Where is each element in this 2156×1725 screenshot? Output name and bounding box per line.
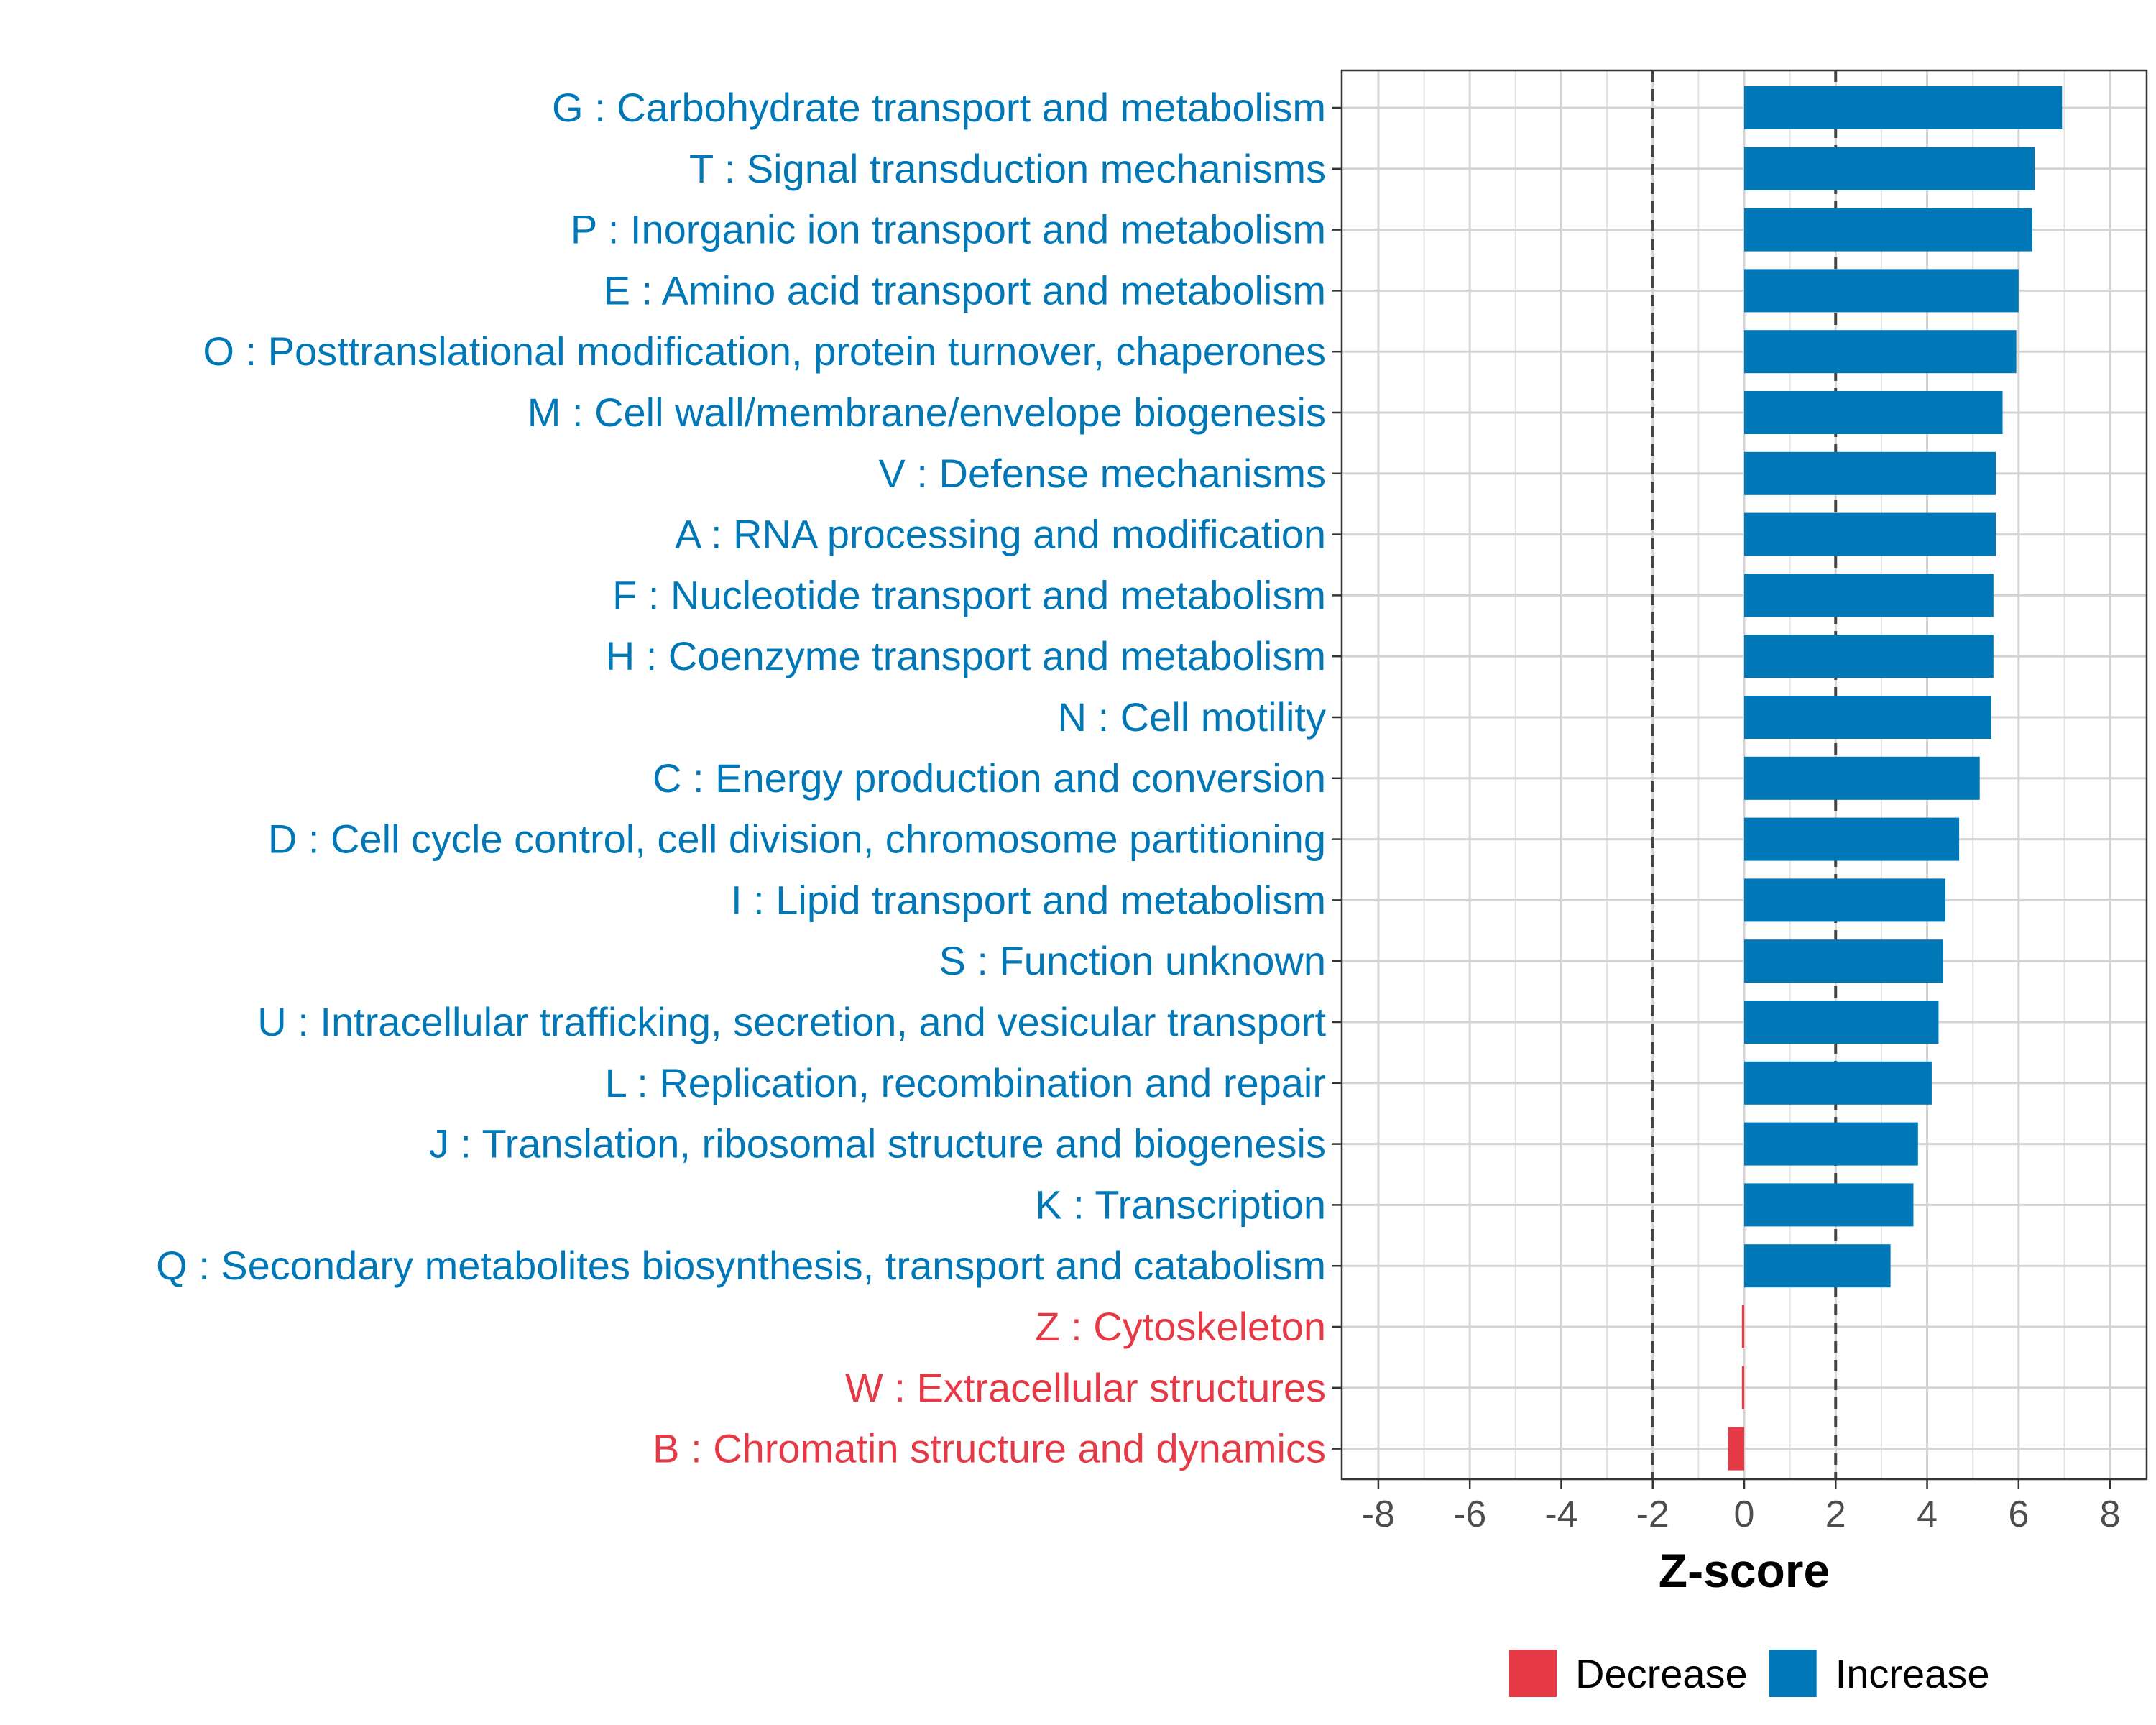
category-label: C : Energy production and conversion	[653, 755, 1326, 801]
x-tick-label: -6	[1453, 1494, 1486, 1535]
category-label: M : Cell wall/membrane/envelope biogenes…	[528, 390, 1326, 435]
category-label: Z : Cytoskeleton	[1035, 1304, 1326, 1349]
bar	[1744, 147, 2035, 190]
category-label: Q : Secondary metabolites biosynthesis, …	[156, 1243, 1326, 1288]
bar	[1744, 1122, 1918, 1166]
x-tick-label: 0	[1734, 1494, 1755, 1535]
bar	[1744, 512, 1996, 556]
bar	[1744, 817, 1960, 861]
bar	[1741, 1305, 1744, 1348]
x-tick-label: -4	[1544, 1494, 1577, 1535]
bar	[1744, 696, 1991, 739]
x-tick-label: -8	[1362, 1494, 1395, 1535]
category-label: V : Defense mechanisms	[879, 451, 1326, 496]
x-tick-label: 8	[2100, 1494, 2121, 1535]
legend-label: Increase	[1835, 1651, 1990, 1696]
x-tick-label: -2	[1636, 1494, 1669, 1535]
bar	[1741, 1366, 1744, 1409]
category-label: W : Extracellular structures	[845, 1365, 1326, 1410]
bar	[1744, 878, 1945, 922]
x-tick-label: 4	[1917, 1494, 1938, 1535]
bar	[1744, 1183, 1914, 1227]
category-label: H : Coenzyme transport and metabolism	[606, 633, 1326, 678]
category-label: B : Chromatin structure and dynamics	[653, 1426, 1326, 1471]
legend-label: Decrease	[1575, 1651, 1748, 1696]
category-label: T : Signal transduction mechanisms	[689, 146, 1326, 191]
bar	[1744, 330, 2017, 374]
category-label: N : Cell motility	[1058, 694, 1326, 740]
bar	[1744, 451, 1996, 495]
category-label: J : Translation, ribosomal structure and…	[429, 1121, 1326, 1167]
legend-swatch	[1769, 1650, 1817, 1697]
category-label: L : Replication, recombination and repai…	[605, 1060, 1326, 1105]
x-tick-label: 6	[2008, 1494, 2029, 1535]
bar	[1744, 269, 2019, 313]
y-axis-ticks: G : Carbohydrate transport and metabolis…	[156, 85, 1342, 1471]
category-label: I : Lipid transport and metabolism	[731, 877, 1326, 922]
category-label: E : Amino acid transport and metabolism	[604, 267, 1326, 313]
category-label: D : Cell cycle control, cell division, c…	[268, 816, 1326, 862]
category-label: S : Function unknown	[939, 938, 1326, 983]
bars	[1728, 86, 2063, 1471]
bar	[1744, 1244, 1891, 1288]
x-axis-ticks: -8 -6 -4 -2 0 2 4 6 8	[1362, 1479, 2121, 1535]
bar	[1744, 1000, 1939, 1044]
category-label: G : Carbohydrate transport and metabolis…	[552, 85, 1326, 130]
bar	[1744, 208, 2032, 252]
bar	[1744, 1061, 1932, 1105]
x-axis-title: Z-score	[1659, 1544, 1830, 1597]
bar	[1728, 1427, 1744, 1471]
category-label: O : Posttranslational modification, prot…	[203, 328, 1326, 374]
category-label: P : Inorganic ion transport and metaboli…	[571, 207, 1326, 252]
bar	[1744, 756, 1980, 800]
category-label: F : Nucleotide transport and metabolism	[612, 572, 1326, 617]
bar	[1744, 391, 2003, 434]
category-label: K : Transcription	[1035, 1182, 1326, 1227]
bar	[1744, 635, 1994, 678]
legend-swatch	[1509, 1650, 1557, 1697]
category-label: U : Intracellular trafficking, secretion…	[257, 999, 1326, 1044]
x-tick-label: 2	[1825, 1494, 1846, 1535]
bar	[1744, 939, 1943, 983]
legend: Decrease Increase	[1509, 1650, 1989, 1697]
bar	[1744, 86, 2063, 129]
bar	[1744, 574, 1994, 617]
category-label: A : RNA processing and modification	[675, 512, 1326, 557]
